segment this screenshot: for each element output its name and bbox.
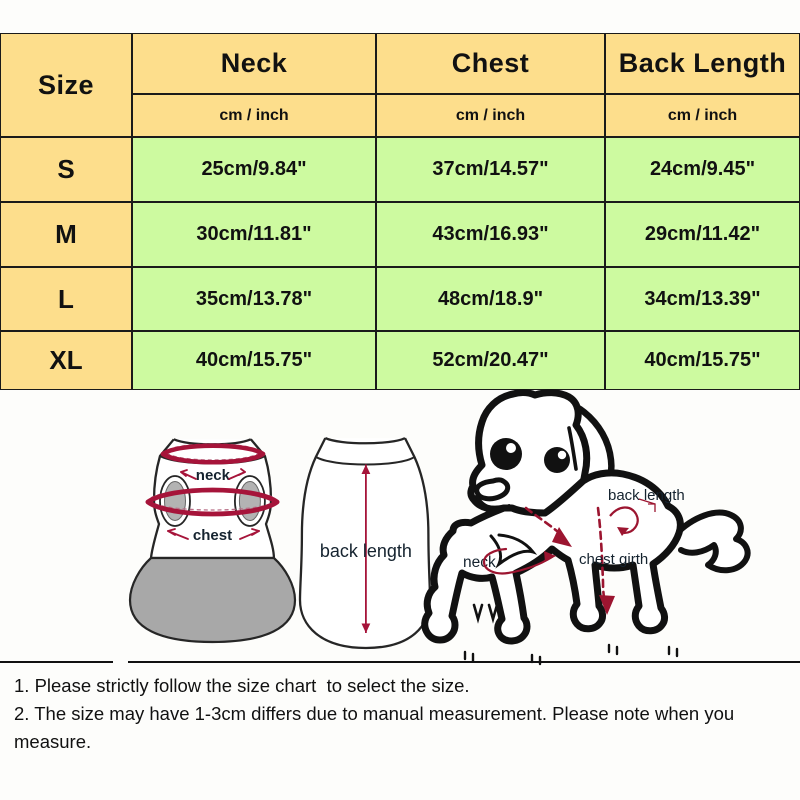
svg-text:chest girth: chest girth (579, 551, 648, 568)
svg-text:neck: neck (463, 554, 496, 571)
